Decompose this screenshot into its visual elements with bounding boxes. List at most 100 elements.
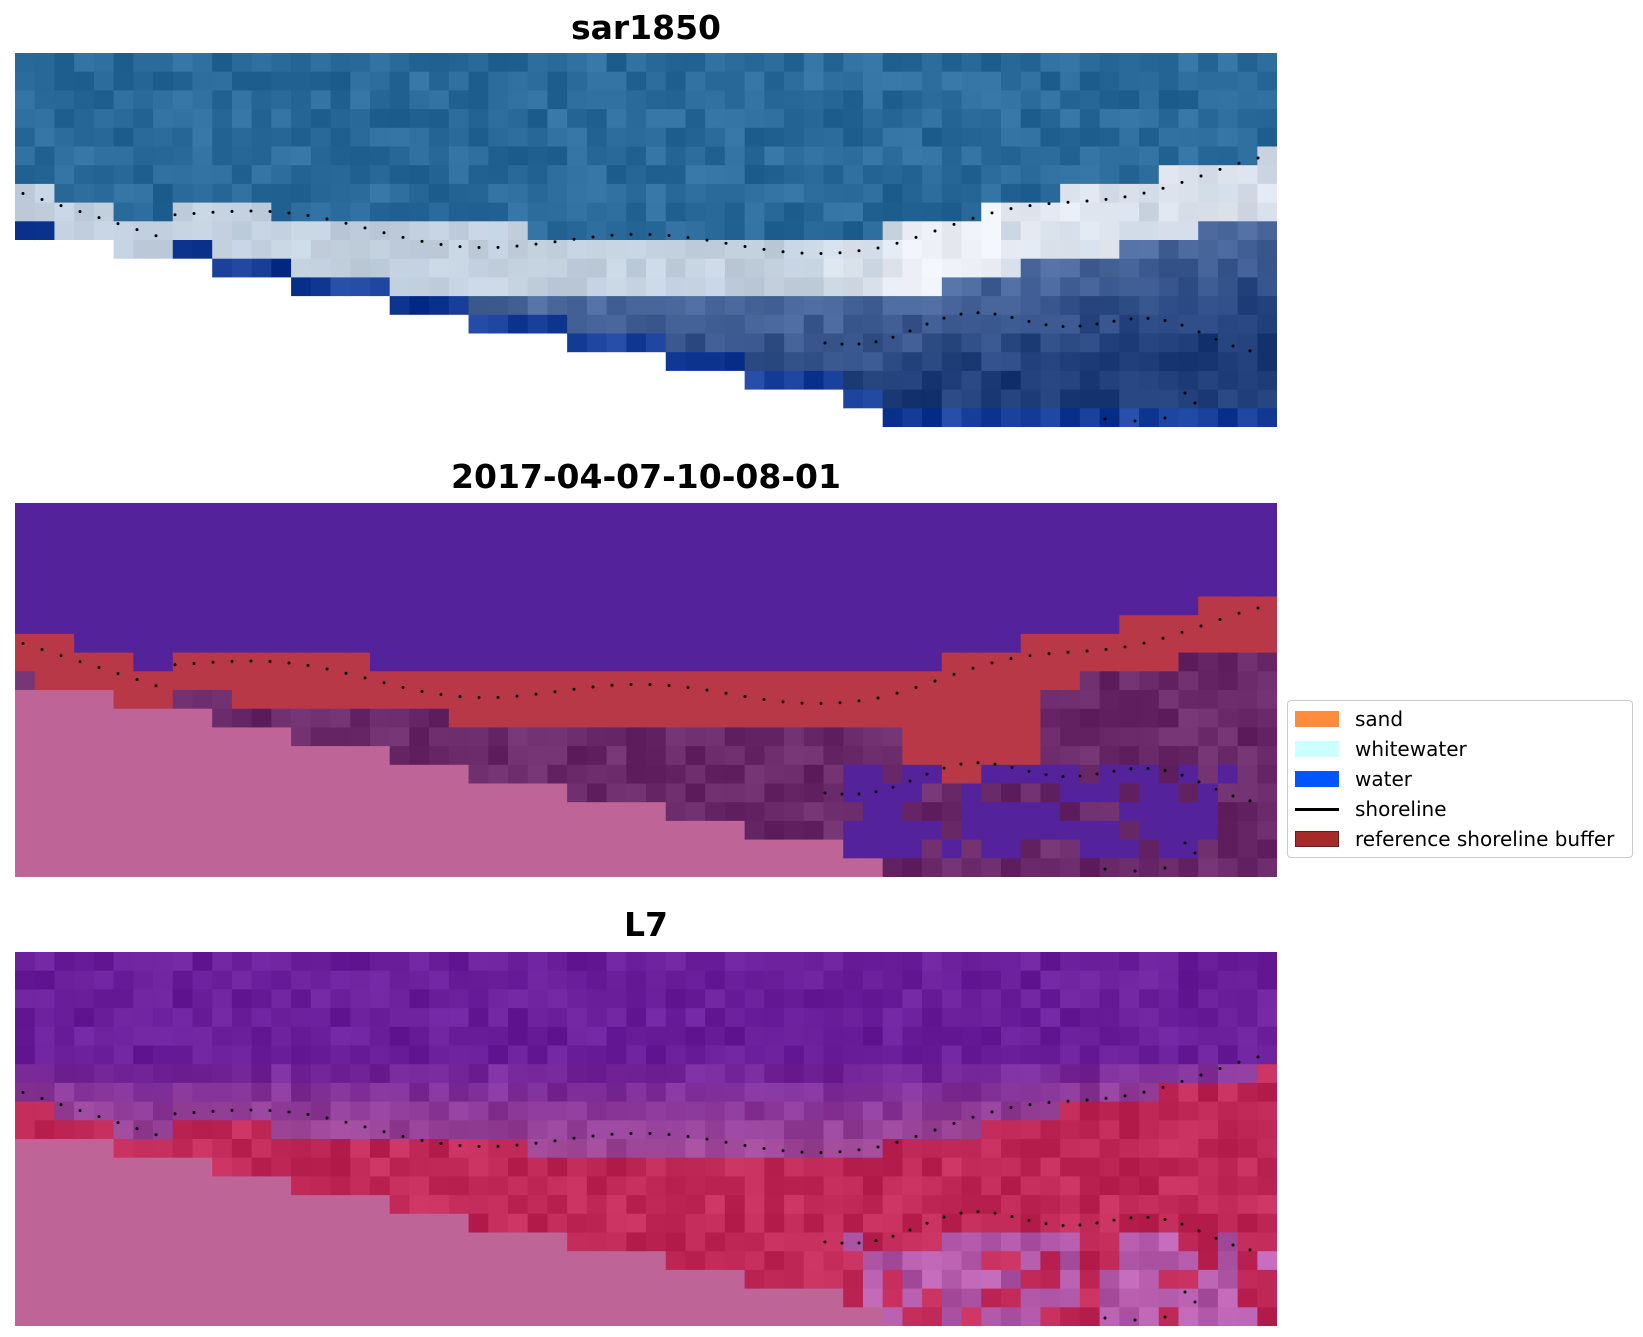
pixel-cell xyxy=(93,1045,115,1065)
pixel-cell xyxy=(705,1064,726,1084)
pixel-cell xyxy=(784,1082,805,1103)
pixel-cell xyxy=(764,221,785,241)
pixel-cell xyxy=(350,503,371,523)
pixel-cell xyxy=(981,314,1002,335)
pixel-cell xyxy=(646,1213,667,1234)
pixel-cell xyxy=(1099,989,1120,1009)
pixel-cell xyxy=(1257,1307,1277,1326)
pixel-cell xyxy=(1001,296,1022,316)
pixel-cell xyxy=(646,53,667,73)
pixel-cell xyxy=(1099,277,1120,297)
pixel-cell xyxy=(744,1213,765,1234)
pixel-cell xyxy=(902,240,923,260)
pixel-cell xyxy=(93,633,115,654)
pixel-cell xyxy=(862,952,884,972)
pixel-cell xyxy=(429,1026,450,1047)
pixel-cell xyxy=(1198,1082,1219,1103)
pixel-cell xyxy=(15,521,36,541)
pixel-cell xyxy=(922,1139,943,1159)
pixel-cell xyxy=(724,1307,746,1326)
pixel-cell xyxy=(212,1101,233,1121)
pixel-cell xyxy=(1060,1307,1081,1326)
pixel-cell xyxy=(922,1213,943,1234)
pixel-cell xyxy=(941,183,963,204)
pixel-cell xyxy=(350,258,371,278)
pixel-cell xyxy=(1217,165,1239,185)
pixel-cell xyxy=(961,352,982,372)
pixel-cell xyxy=(882,783,903,803)
pixel-cell xyxy=(15,727,36,747)
pixel-cell xyxy=(1040,53,1061,73)
pixel-cell xyxy=(54,1026,75,1047)
pixel-cell xyxy=(1198,389,1219,409)
pixel-cell xyxy=(291,370,312,391)
pixel-cell xyxy=(350,109,371,129)
pixel-cell xyxy=(1040,1139,1061,1159)
pixel-cell xyxy=(54,858,75,877)
pixel-cell xyxy=(369,671,391,691)
pixel-cell xyxy=(961,1195,982,1215)
pixel-cell xyxy=(54,1045,75,1065)
shoreline-point xyxy=(908,779,912,783)
pixel-cell xyxy=(606,1026,627,1047)
pixel-cell xyxy=(1198,839,1219,859)
shoreline-point xyxy=(1193,1300,1197,1304)
pixel-cell xyxy=(231,146,253,166)
pixel-cell xyxy=(153,820,174,841)
pixel-cell xyxy=(882,109,903,129)
shoreline-point xyxy=(914,1134,918,1138)
pixel-cell xyxy=(488,240,509,260)
pixel-cell xyxy=(922,1120,943,1140)
pixel-cell xyxy=(350,1008,371,1028)
pixel-cell xyxy=(1237,352,1258,372)
pixel-cell xyxy=(113,277,134,297)
pixel-cell xyxy=(902,652,923,672)
pixel-cell xyxy=(1217,408,1239,427)
pixel-cell xyxy=(547,90,568,110)
pixel-cell xyxy=(1099,90,1120,110)
pixel-cell xyxy=(843,839,864,859)
pixel-cell xyxy=(744,1008,765,1028)
pixel-cell xyxy=(231,1064,253,1084)
pixel-cell xyxy=(941,559,963,579)
pixel-cell xyxy=(1217,596,1239,616)
pixel-cell xyxy=(1079,1082,1101,1103)
pixel-cell xyxy=(74,1213,95,1234)
pixel-cell xyxy=(862,1139,884,1159)
pixel-cell xyxy=(882,1232,903,1252)
pixel-cell xyxy=(409,1157,430,1177)
pixel-cell xyxy=(902,221,923,241)
pixel-cell xyxy=(192,165,213,185)
shoreline-point xyxy=(952,222,956,226)
pixel-cell xyxy=(448,1008,470,1028)
pixel-cell xyxy=(823,839,844,859)
pixel-cell xyxy=(941,165,963,185)
pixel-cell xyxy=(1079,202,1101,222)
pixel-cell xyxy=(862,90,884,110)
pixel-cell xyxy=(389,258,410,278)
pixel-cell xyxy=(882,1026,903,1047)
shoreline-point xyxy=(1214,337,1218,341)
pixel-cell xyxy=(271,1045,292,1065)
pixel-cell xyxy=(843,165,864,185)
pixel-cell xyxy=(468,1269,489,1290)
pixel-cell xyxy=(389,352,410,372)
pixel-cell xyxy=(981,1213,1002,1234)
pixel-cell xyxy=(133,540,154,560)
pixel-cell xyxy=(468,858,489,877)
pixel-cell xyxy=(192,1269,213,1290)
pixel-cell xyxy=(961,521,982,541)
pixel-cell xyxy=(15,764,36,785)
shoreline-point xyxy=(876,1145,880,1149)
pixel-cell xyxy=(271,1120,292,1140)
pixel-cell xyxy=(54,1176,75,1196)
pixel-cell xyxy=(882,858,903,877)
pixel-cell xyxy=(310,146,332,166)
pixel-cell xyxy=(1060,783,1081,803)
pixel-cell xyxy=(212,540,233,560)
pixel-cell xyxy=(862,540,884,560)
pixel-cell xyxy=(1178,1064,1199,1084)
pixel-cell xyxy=(153,53,174,73)
pixel-cell xyxy=(1257,127,1277,148)
pixel-cell xyxy=(547,1082,568,1103)
